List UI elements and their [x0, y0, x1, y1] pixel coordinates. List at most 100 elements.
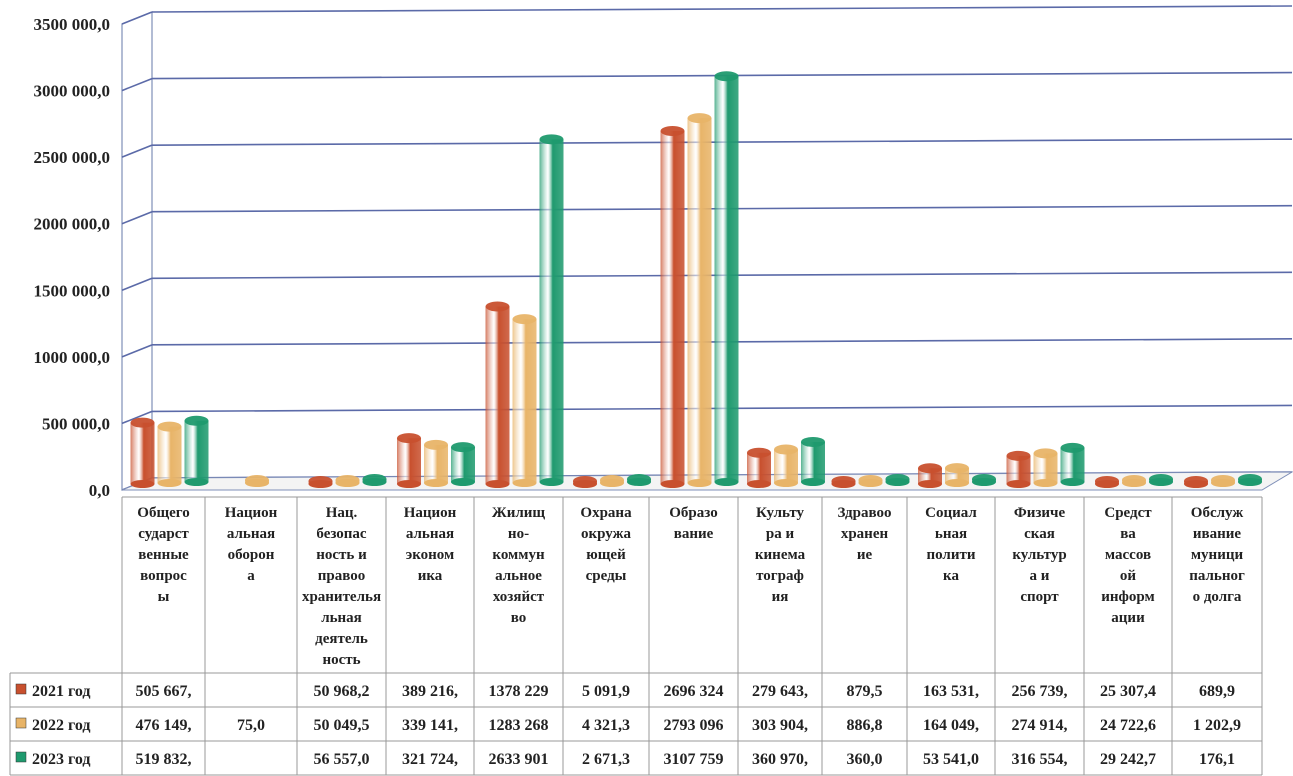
- bar: [1211, 475, 1235, 487]
- bar: [1033, 448, 1058, 487]
- bar-top: [335, 475, 360, 485]
- bar-top: [130, 417, 155, 428]
- bar-top: [362, 474, 387, 484]
- bar: [627, 474, 651, 486]
- bar: [308, 476, 333, 488]
- y-axis-ticks: 0,0 500 000,0 1000 000,0 1500 000,0 2000 000…: [34, 15, 111, 500]
- bar: [573, 476, 597, 488]
- y-tick-label: 2500 000,0: [34, 148, 111, 167]
- data-label: 879,5: [847, 683, 883, 700]
- bar: [451, 442, 475, 486]
- gridline-wall: [121, 410, 153, 425]
- legend-label: 2023 год: [32, 751, 91, 768]
- legend-swatch: [15, 717, 27, 729]
- bar-top: [1211, 475, 1235, 485]
- gridline-wall: [121, 77, 153, 92]
- data-label: 505 667,: [136, 683, 192, 700]
- bar: [1149, 474, 1173, 486]
- x-tick-label: Образо вание: [669, 505, 717, 542]
- data-label: 321 724,: [402, 751, 458, 768]
- bar: [245, 475, 269, 487]
- data-label: 4 321,3: [582, 717, 630, 734]
- bar: [1122, 475, 1146, 487]
- bar-top: [308, 476, 333, 486]
- bar: [831, 476, 856, 488]
- gridline-wall: [121, 277, 153, 292]
- bar-top: [714, 71, 739, 82]
- bar-top: [397, 433, 421, 444]
- bar-top: [600, 475, 624, 485]
- x-tick-label: Жилищ но-коммун альное хозяйст во: [492, 505, 546, 626]
- data-label: 163 531,: [923, 683, 979, 700]
- data-label: 1 202,9: [1193, 717, 1241, 734]
- bar: [714, 71, 739, 486]
- bar: [485, 301, 510, 488]
- data-label: 886,8: [847, 717, 883, 734]
- data-label: 339 141,: [402, 717, 458, 734]
- data-label: 75,0: [237, 717, 265, 734]
- x-tick-label: Национ альная эконом ика: [404, 505, 457, 584]
- bar: [801, 436, 825, 486]
- x-tick-label: Средст ва массов ой информ ации: [1101, 505, 1155, 626]
- bar: [1238, 474, 1262, 486]
- bar-top: [885, 474, 910, 484]
- bar-top: [245, 475, 269, 485]
- bar: [945, 463, 969, 487]
- bar: [747, 447, 771, 488]
- data-label: 25 307,4: [1100, 683, 1156, 700]
- bar: [397, 433, 421, 488]
- data-label: 50 968,2: [314, 683, 370, 700]
- data-label: 29 242,7: [1100, 751, 1156, 768]
- bar-top: [424, 439, 448, 450]
- bar: [1006, 450, 1031, 488]
- data-label: 3107 759: [664, 751, 724, 768]
- y-tick-label: 1500 000,0: [34, 281, 111, 300]
- bar-top: [485, 301, 510, 312]
- y-tick-label: 0,0: [89, 481, 110, 500]
- x-tick-label: Социал ьная полити ка: [925, 505, 977, 584]
- x-tick-label: Нац. безопас ность и правоо хранителья льная д…: [302, 505, 381, 668]
- bar-top: [831, 476, 856, 486]
- data-label: 53 541,0: [923, 751, 979, 768]
- bar-top: [1184, 476, 1208, 486]
- bar-top: [157, 421, 182, 432]
- legend-label: 2021 год: [32, 683, 91, 700]
- data-label: 56 557,0: [314, 751, 370, 768]
- x-tick-label: Физиче ская культур а и спорт: [1012, 505, 1066, 605]
- bar-top: [512, 314, 537, 325]
- data-label: 519 832,: [136, 751, 192, 768]
- x-tick-label: Общего сударст венные вопрос ы: [137, 505, 189, 605]
- data-label: 164 049,: [923, 717, 979, 734]
- data-label: 2696 324: [664, 683, 724, 700]
- data-label: 360,0: [847, 751, 883, 768]
- x-tick-label: Обслуж ивание муници пальног о долга: [1189, 505, 1245, 605]
- bar: [918, 463, 942, 488]
- bar: [858, 475, 883, 487]
- gridline-wall: [121, 344, 153, 358]
- bar-top: [184, 415, 209, 426]
- data-label: 1283 268: [489, 717, 549, 734]
- bar-top: [687, 113, 712, 124]
- data-label: 279 643,: [752, 683, 808, 700]
- gridline-wall: [121, 144, 153, 158]
- data-label: 24 722,6: [1100, 717, 1156, 734]
- bar: [687, 113, 712, 487]
- bar-top: [1122, 475, 1146, 485]
- bar: [335, 475, 360, 487]
- bar: [157, 421, 182, 487]
- bar-top: [972, 474, 996, 484]
- x-tick-label: Здравоо хранен ие: [838, 505, 892, 563]
- bar: [424, 439, 448, 487]
- bar: [600, 475, 624, 487]
- legend-swatch: [15, 751, 27, 763]
- y-tick-label: 1000 000,0: [34, 348, 111, 367]
- bar-top: [1149, 474, 1173, 484]
- bar-top: [774, 444, 798, 455]
- bar-top: [945, 463, 969, 474]
- bar: [1095, 476, 1119, 488]
- bar-top: [747, 447, 771, 458]
- data-label: 176,1: [1199, 751, 1235, 768]
- bar: [774, 444, 798, 487]
- data-label: 476 149,: [136, 717, 192, 734]
- bar-top: [858, 475, 883, 485]
